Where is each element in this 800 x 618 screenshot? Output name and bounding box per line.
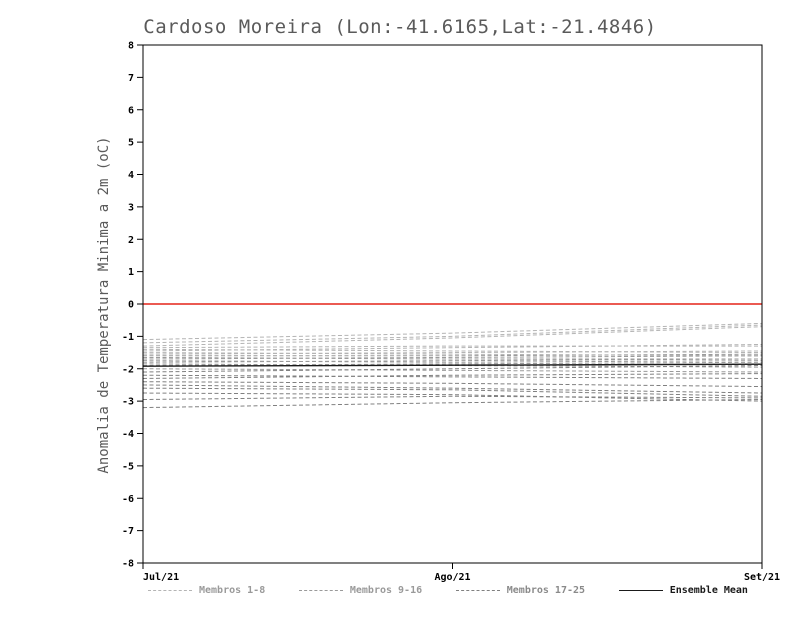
member-line xyxy=(142,322,763,341)
legend-swatch-dashed-line xyxy=(455,590,500,591)
chart-legend: Membros 1-8 Membros 9-16 Membros 17-25 E… xyxy=(148,585,748,596)
member-line xyxy=(142,326,763,347)
legend-item-ensemble-mean: Ensemble Mean xyxy=(618,585,748,596)
y-tick-label: -4 xyxy=(122,429,134,440)
legend-swatch-dashed-line xyxy=(298,590,343,591)
y-tick-label: 0 xyxy=(128,300,134,311)
y-tick-label: -8 xyxy=(122,559,134,570)
member-line xyxy=(142,392,763,402)
member-line xyxy=(142,358,763,363)
member-line xyxy=(142,381,763,388)
x-tick-label: Ago/21 xyxy=(434,572,470,583)
legend-label: Ensemble Mean xyxy=(669,585,748,596)
legend-item-members-17-25: Membros 17-25 xyxy=(455,585,586,596)
member-line xyxy=(143,353,763,357)
member-line xyxy=(142,387,763,397)
member-line xyxy=(142,360,763,363)
y-tick-label: 4 xyxy=(128,170,134,181)
y-tick-label: 5 xyxy=(128,138,134,149)
legend-item-members-9-16: Membros 9-16 xyxy=(298,585,423,596)
member-line xyxy=(142,361,763,367)
y-tick-label: 8 xyxy=(128,41,134,52)
legend-swatch-dashed-line xyxy=(148,590,192,591)
y-tick-label: 6 xyxy=(128,105,134,116)
y-tick-label: -5 xyxy=(122,461,134,472)
y-tick-label: 7 xyxy=(128,73,134,84)
member-line xyxy=(142,324,763,344)
member-line xyxy=(142,343,763,352)
member-line xyxy=(142,356,762,360)
x-tick-label: Jul/21 xyxy=(143,572,179,583)
y-tick-label: -2 xyxy=(122,364,134,375)
y-tick-label: -1 xyxy=(122,332,134,343)
member-line xyxy=(142,373,763,379)
y-tick-label: -6 xyxy=(122,494,134,505)
legend-label: Membros 17-25 xyxy=(506,585,586,596)
chart-title: Cardoso Moreira (Lon:-41.6165,Lat:-21.48… xyxy=(143,16,657,38)
y-tick-label: 1 xyxy=(128,267,134,278)
member-line xyxy=(142,395,763,401)
y-tick-label: -3 xyxy=(122,397,134,408)
member-line xyxy=(142,348,763,354)
legend-swatch-solid-line xyxy=(618,590,663,591)
ensemble-mean-line xyxy=(142,363,763,367)
member-line xyxy=(142,384,763,394)
member-line xyxy=(142,345,762,349)
member-line xyxy=(142,368,763,373)
member-line xyxy=(142,374,763,379)
member-line xyxy=(142,399,763,409)
member-line xyxy=(142,352,763,357)
x-tick-label: Set/21 xyxy=(744,572,780,583)
member-line xyxy=(142,365,763,373)
y-tick-label: 2 xyxy=(128,235,134,246)
y-tick-label: -7 xyxy=(122,526,134,537)
legend-label: Membros 9-16 xyxy=(349,585,423,596)
y-tick-label: 3 xyxy=(128,202,134,213)
legend-item-members-1-8: Membros 1-8 xyxy=(148,585,265,596)
member-line xyxy=(142,350,763,355)
legend-label: Membros 1-8 xyxy=(199,585,266,596)
member-line xyxy=(142,355,763,360)
